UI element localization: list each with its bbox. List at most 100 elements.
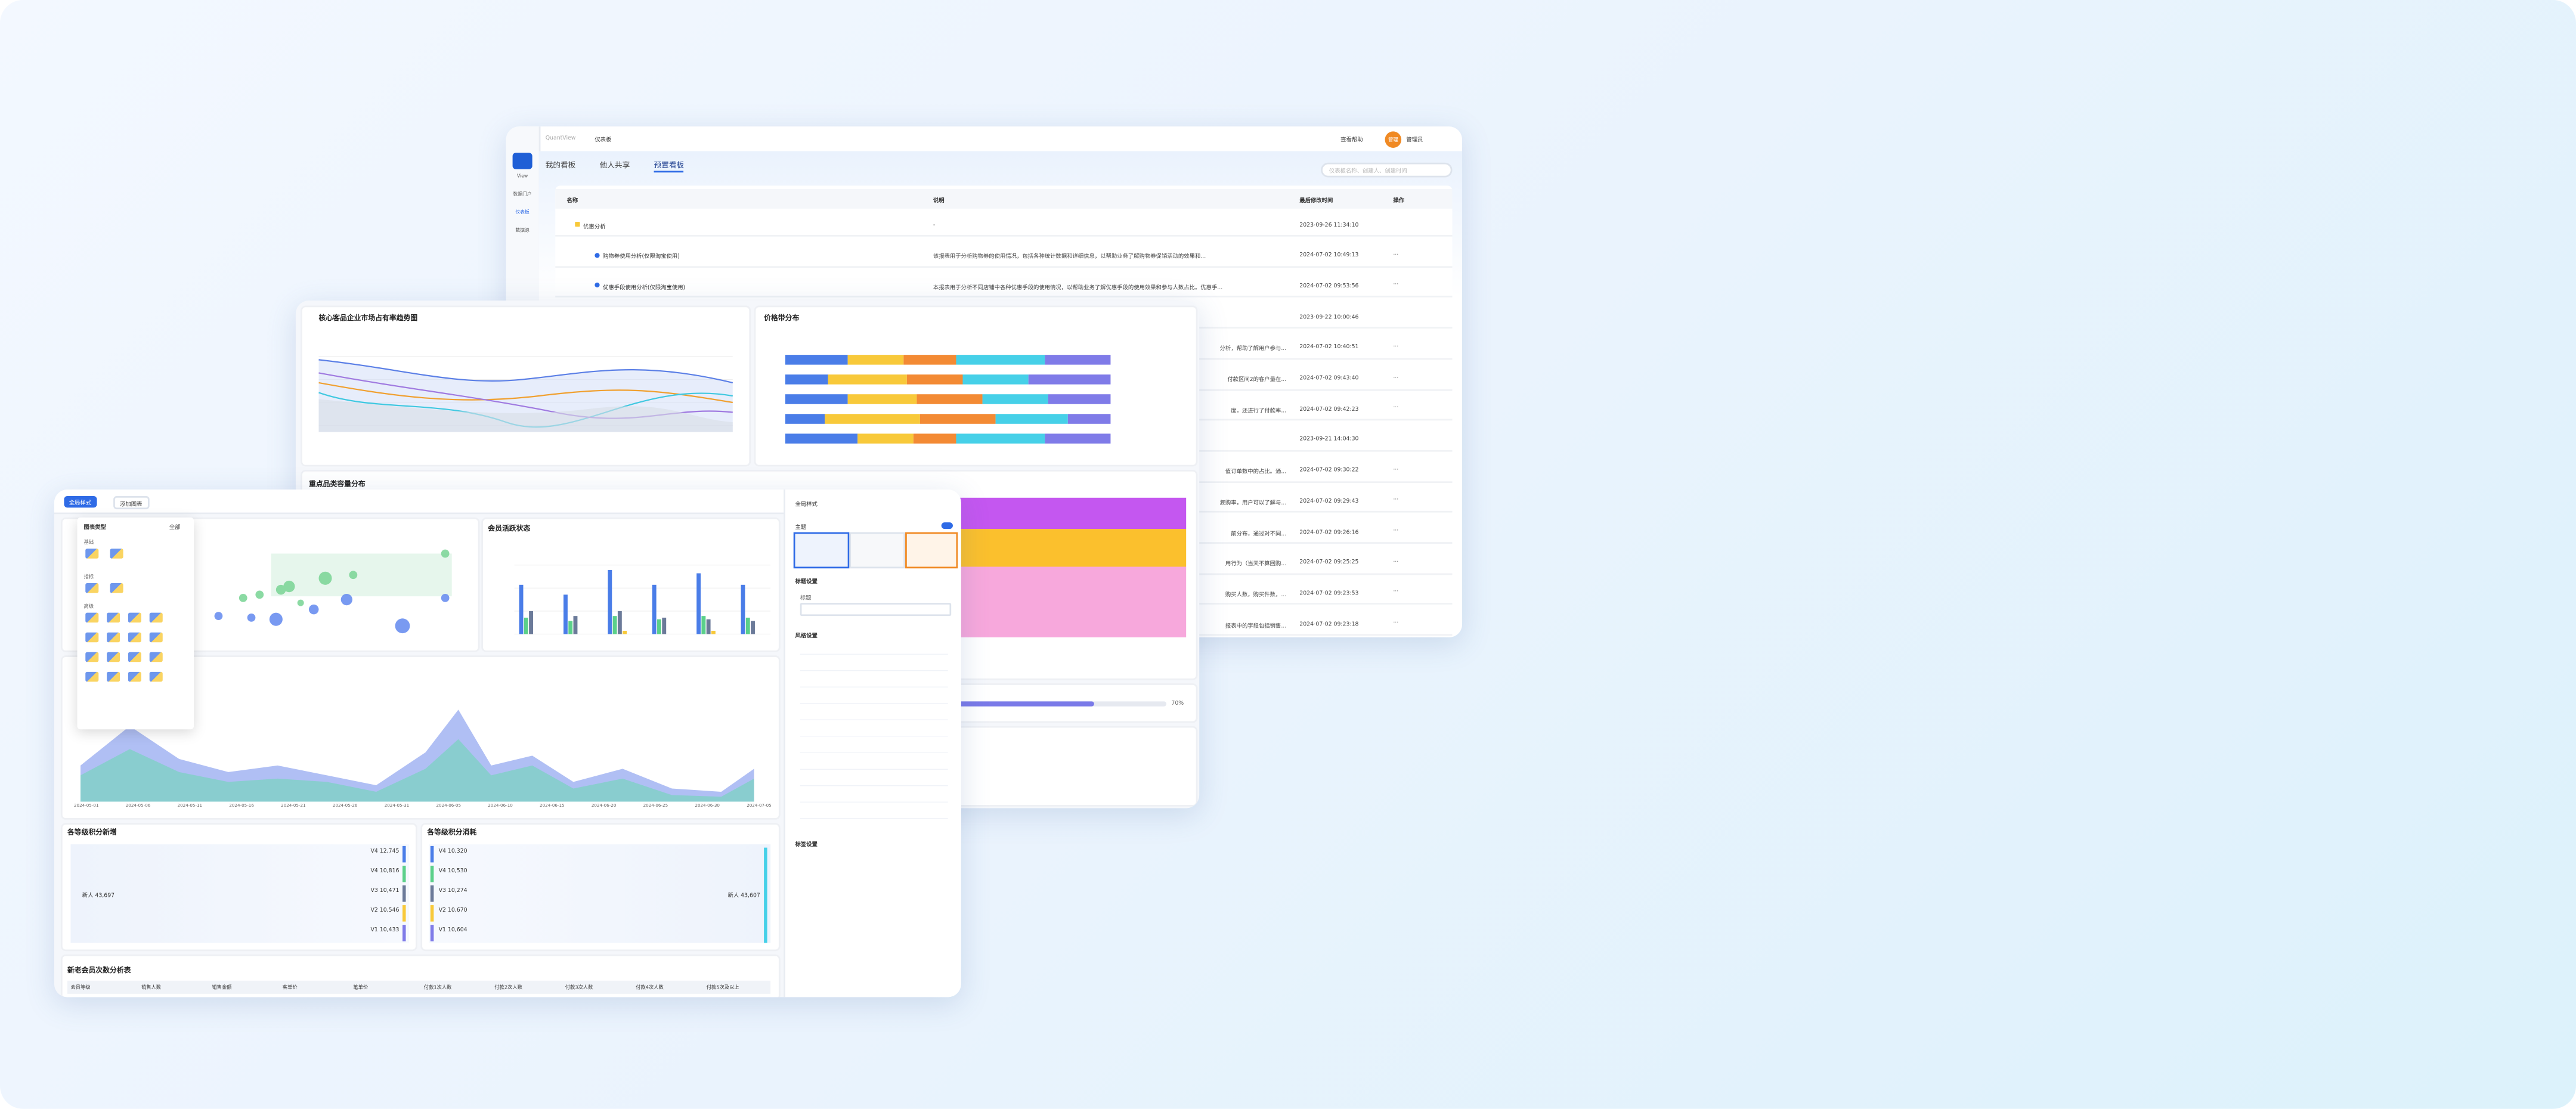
toggle[interactable] — [941, 522, 953, 528]
x-tick-label: 2024-06-30 — [695, 803, 720, 808]
row-action[interactable]: ··· — [1393, 496, 1399, 503]
points — [214, 593, 450, 634]
row-icon — [575, 221, 580, 227]
sidebar-item[interactable]: 数据门户 — [513, 190, 532, 197]
price-band-chart — [785, 355, 1111, 444]
row-desc: 分析，帮助了解用户参与... — [1219, 345, 1287, 352]
chart-type-icon[interactable] — [85, 671, 99, 682]
table-header-bg — [555, 188, 1453, 209]
x-tick-label: 2024-06-10 — [488, 803, 513, 808]
chart-type-icon[interactable] — [149, 632, 163, 643]
chart-type-icon[interactable] — [107, 632, 120, 643]
group-label: 基础 — [83, 538, 94, 546]
help-link[interactable]: 查看帮助 — [1340, 136, 1363, 143]
x-tick-label: 2024-06-25 — [643, 803, 668, 808]
area-chart — [80, 710, 754, 802]
row-name[interactable]: 优惠手段使用分析(仅限淘宝使用) — [603, 284, 686, 291]
funnel-label: V4 10,320 — [438, 847, 467, 854]
row-desc: 付款区间2的客户量在... — [1227, 376, 1287, 383]
row-desc: 复购率，用户可以了解与... — [1219, 498, 1287, 506]
tab[interactable]: 我的看板 — [545, 162, 576, 171]
chart-type-icon[interactable] — [107, 671, 120, 682]
row-action[interactable]: ··· — [1393, 557, 1399, 565]
x-tick-label: 2024-05-01 — [73, 803, 99, 808]
toolbar-button[interactable]: 全局样式 — [64, 496, 97, 507]
theme-option[interactable] — [849, 532, 906, 569]
funnel-label: V1 10,604 — [438, 926, 467, 933]
chart-type-icon[interactable] — [107, 612, 120, 623]
column-header: 说明 — [933, 197, 945, 204]
funnel-bar — [402, 925, 406, 941]
tab[interactable]: 他人共享 — [599, 162, 630, 171]
funnel-bg — [70, 844, 410, 943]
column-header: 名称 — [566, 197, 578, 204]
chart-type-icon[interactable] — [149, 671, 163, 682]
section-title[interactable]: 标题设置 — [795, 578, 818, 585]
column-header: 付款4次人数 — [636, 983, 664, 990]
row-action[interactable]: ··· — [1393, 619, 1399, 626]
chart-title: 会员活跃状态 — [488, 525, 531, 534]
row-name[interactable]: 购物券使用分析(仅限淘宝使用) — [603, 253, 680, 260]
theme-option[interactable] — [905, 532, 958, 569]
row-action[interactable]: ··· — [1393, 343, 1399, 350]
breadcrumb: 仪表板 — [595, 136, 612, 143]
row-name[interactable]: 优惠分析 — [583, 222, 606, 230]
chart-type-icon[interactable] — [107, 652, 120, 662]
chart-type-icon[interactable] — [85, 612, 99, 623]
row-action[interactable]: ··· — [1393, 466, 1399, 473]
stacked-bars — [785, 355, 1111, 444]
funnel-bg — [429, 844, 771, 943]
row-action[interactable]: ··· — [1393, 250, 1399, 258]
chart-type-icon[interactable] — [128, 652, 141, 662]
row-action[interactable]: ··· — [1393, 527, 1399, 534]
x-tick-label: 2024-05-31 — [384, 803, 410, 808]
sidebar-item[interactable]: 仪表板 — [515, 208, 530, 215]
search-box[interactable]: 仪表板名称、创建人、创建时间 — [1321, 162, 1453, 178]
chart-type-icon[interactable] — [110, 583, 123, 593]
input[interactable] — [800, 603, 952, 617]
row-action[interactable]: ··· — [1393, 588, 1399, 596]
avatar[interactable]: 管理 — [1385, 131, 1402, 148]
row-action[interactable]: ··· — [1393, 281, 1399, 289]
funnel-label: V1 10,433 — [370, 926, 400, 933]
chart-type-icon[interactable] — [85, 632, 99, 643]
sidebar-item[interactable]: View — [516, 172, 528, 179]
row-divider — [555, 234, 1453, 236]
chart-type-icon[interactable] — [128, 612, 141, 623]
row-icon — [595, 252, 600, 258]
style-fields — [800, 643, 948, 825]
chart-title: 各等级积分新增 — [67, 829, 117, 838]
table-header-bg — [67, 980, 771, 994]
chart-type-icon[interactable] — [85, 583, 99, 593]
theme-option[interactable] — [793, 532, 850, 569]
section-title[interactable]: 标签设置 — [795, 841, 818, 848]
section-title[interactable]: 风格设置 — [795, 632, 818, 639]
breadcrumb-root[interactable]: QuantView — [545, 134, 576, 141]
chart-type-icon[interactable] — [110, 549, 123, 559]
row-time: 2024-07-02 10:49:13 — [1299, 252, 1359, 259]
sidebar-item[interactable]: 数据源 — [515, 227, 530, 234]
chart-type-icon[interactable] — [149, 612, 163, 623]
popup-filter[interactable]: 全部 — [169, 523, 181, 531]
row-desc: 度，还进行了付款率... — [1231, 407, 1287, 414]
tab[interactable]: 预置看板 — [654, 161, 685, 173]
x-tick-label: 2024-07-05 — [747, 803, 772, 808]
row-time: 2023-09-21 14:04:30 — [1299, 436, 1359, 443]
column-header: 会员等级 — [70, 983, 91, 990]
row-time: 2024-07-02 09:23:53 — [1299, 589, 1359, 596]
row-action[interactable]: ··· — [1393, 373, 1399, 380]
x-tick-label: 2024-05-21 — [281, 803, 306, 808]
chart-type-icon[interactable] — [128, 671, 141, 682]
chart-type-icon[interactable] — [128, 632, 141, 643]
column-header: 销售人数 — [141, 983, 162, 990]
chart-type-icon[interactable] — [85, 652, 99, 662]
toolbar-button[interactable]: 添加图表 — [113, 496, 149, 510]
row-time: 2024-07-02 09:53:56 — [1299, 282, 1359, 289]
chart-type-icon[interactable] — [85, 549, 99, 559]
column-header: 付款2次人数 — [494, 983, 522, 990]
chart-type-icon[interactable] — [149, 652, 163, 662]
row-time: 2024-07-02 09:26:16 — [1299, 528, 1359, 535]
user-name[interactable]: 管理员 — [1406, 136, 1423, 143]
row-action[interactable]: ··· — [1393, 404, 1399, 411]
